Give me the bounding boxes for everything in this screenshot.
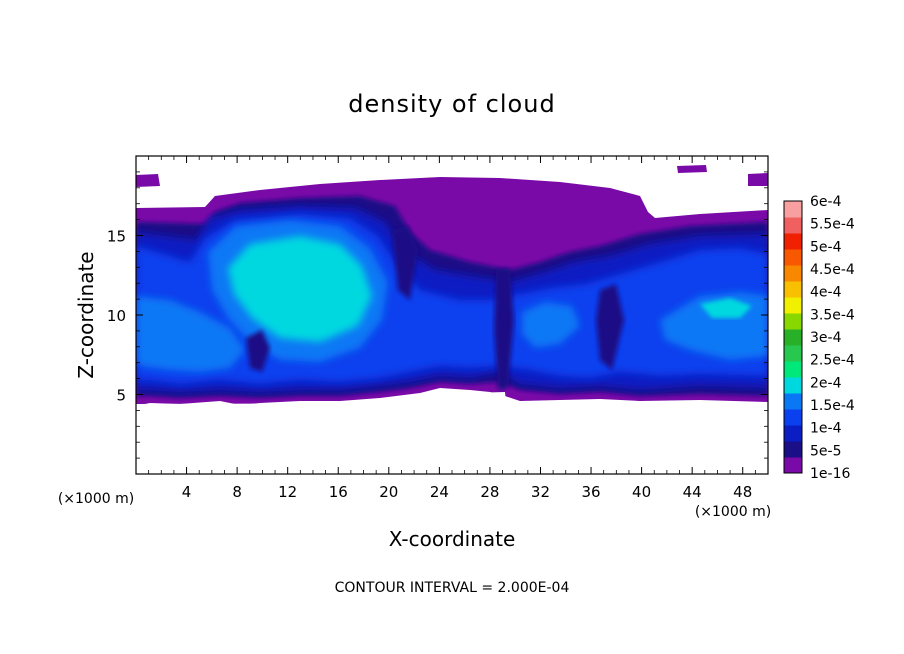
contour-blob-right xyxy=(748,173,768,186)
colorbar-swatch xyxy=(784,233,802,250)
x-tick-label: 48 xyxy=(733,483,752,501)
contour-level-2e-4-mid xyxy=(522,302,580,348)
x-axis-label: X-coordinate xyxy=(389,527,516,551)
x-tick-label: 40 xyxy=(632,483,651,501)
colorbar-label: 4e-4 xyxy=(810,285,842,301)
contour-level-2.5e-4-core xyxy=(228,236,372,342)
colorbar-swatch xyxy=(784,361,802,378)
colorbar-swatch xyxy=(784,345,802,362)
white-hole xyxy=(136,402,768,474)
cloud-field xyxy=(136,165,768,474)
contour-blob-mid xyxy=(677,165,707,173)
y-tick-label: 5 xyxy=(116,387,126,405)
filament xyxy=(596,284,624,370)
x-tick-label: 16 xyxy=(329,483,348,501)
colorbar-swatch xyxy=(784,249,802,266)
colorbar-label: 2.5e-4 xyxy=(810,353,855,369)
colorbar: 1e-16 5e-5 1e-4 1.5e-4 2e-4 2.5e-4 3e-4 3.5e-4 4… xyxy=(783,194,855,482)
colorbar-label: 5e-5 xyxy=(810,443,841,459)
x-tick-label: 4 xyxy=(182,483,192,501)
colorbar-label: 5.5e-4 xyxy=(810,217,855,233)
colorbar-frame xyxy=(783,200,803,474)
colorbar-label: 4.5e-4 xyxy=(810,262,855,278)
colorbar-swatch xyxy=(784,409,802,426)
contour-level-2e-4-left xyxy=(136,296,245,372)
colorbar-label: 1e-4 xyxy=(810,421,842,437)
x-tick-label: 20 xyxy=(379,483,398,501)
x-tick-label: 28 xyxy=(480,483,499,501)
colorbar-swatch xyxy=(784,457,802,474)
colorbar-swatch xyxy=(784,265,802,282)
colorbar-swatch xyxy=(784,393,802,410)
x-tick-label: 8 xyxy=(232,483,242,501)
colorbar-label: 1.5e-4 xyxy=(810,398,855,414)
y-axis-label: Z-coordinate xyxy=(74,251,98,378)
x-unit-right: (×1000 m) xyxy=(695,504,771,520)
x-unit-left: (×1000 m) xyxy=(58,491,134,507)
filament xyxy=(392,226,418,300)
y-tick-label: 15 xyxy=(107,228,126,246)
contour-blob-left xyxy=(136,174,160,187)
filament xyxy=(246,330,270,372)
colorbar-swatch xyxy=(784,281,802,298)
x-tick-label: 32 xyxy=(531,483,550,501)
colorbar-label: 3e-4 xyxy=(810,330,842,346)
x-tick-label: 44 xyxy=(683,483,702,501)
colorbar-label: 1e-16 xyxy=(810,466,850,482)
colorbar-swatch xyxy=(784,441,802,458)
colorbar-swatch xyxy=(784,217,802,234)
colorbar-swatch xyxy=(784,313,802,330)
colorbar-label: 3.5e-4 xyxy=(810,307,855,323)
x-tick-label: 24 xyxy=(430,483,449,501)
x-tick-label: 36 xyxy=(581,483,600,501)
colorbar-swatch xyxy=(784,377,802,394)
contour-interval-note: CONTOUR INTERVAL = 2.000E-04 xyxy=(335,580,570,596)
filament xyxy=(494,268,514,390)
colorbar-swatch xyxy=(784,201,802,218)
contour-level-2.5e-4-small xyxy=(700,298,752,318)
colorbar-label: 5e-4 xyxy=(810,239,842,255)
colorbar-label: 2e-4 xyxy=(810,375,842,391)
x-tick-label: 12 xyxy=(278,483,297,501)
chart-title: density of cloud xyxy=(348,90,555,118)
white-hole xyxy=(470,392,506,404)
colorbar-swatch xyxy=(784,425,802,442)
y-tick-label: 10 xyxy=(107,307,126,325)
colorbar-swatch xyxy=(784,297,802,314)
colorbar-swatch xyxy=(784,329,802,346)
colorbar-label: 6e-4 xyxy=(810,194,842,210)
plot-area xyxy=(136,156,768,474)
